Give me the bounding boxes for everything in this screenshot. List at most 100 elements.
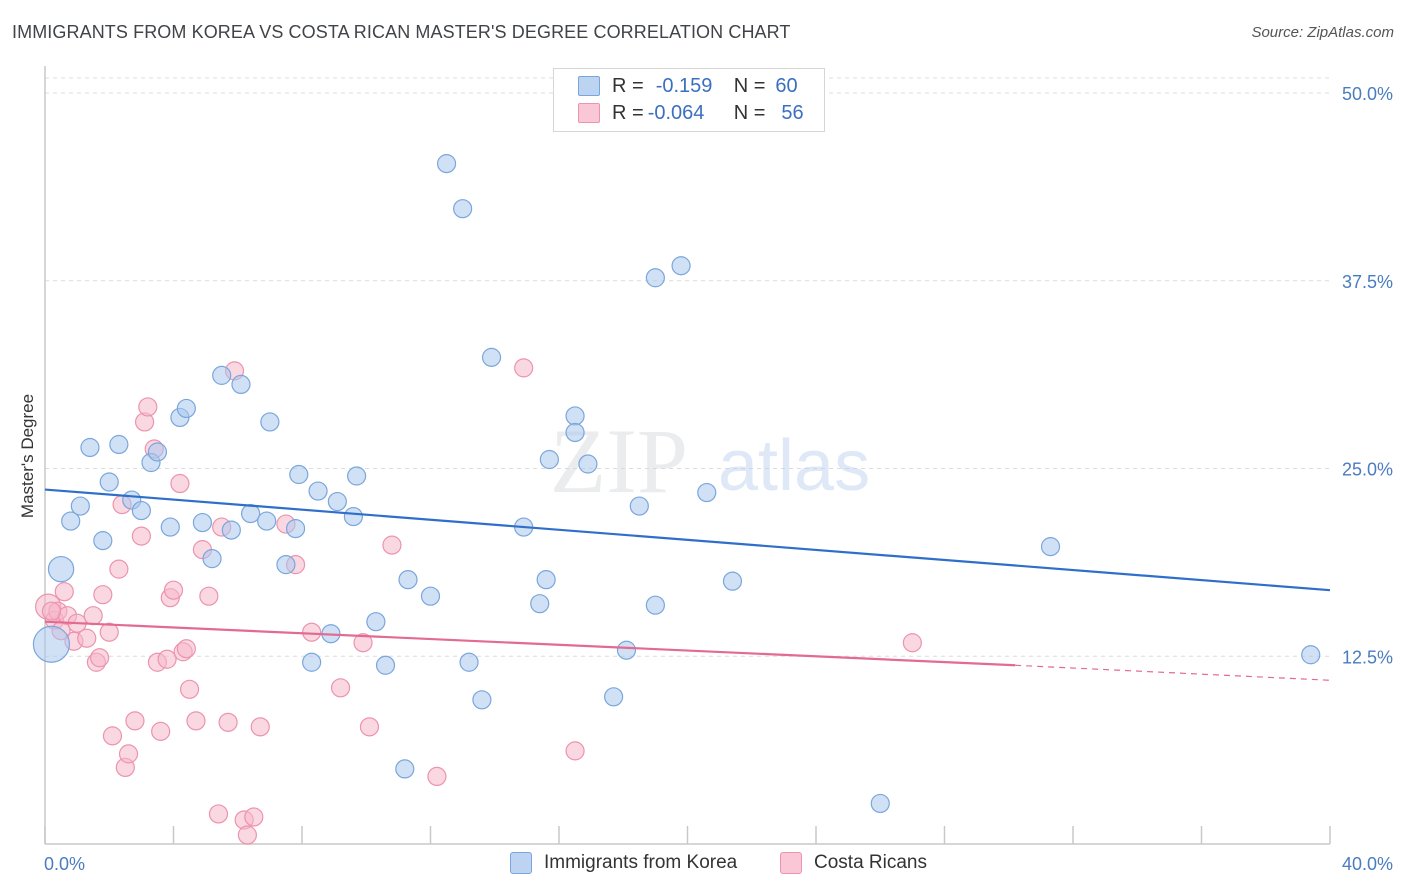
data-point-costa: [353, 633, 373, 653]
chart-title: IMMIGRANTS FROM KOREA VS COSTA RICAN MAS…: [12, 22, 791, 42]
legend-swatch-korea: [578, 76, 600, 96]
legend-n-value: 60: [775, 74, 798, 97]
y-tick-label: 37.5%: [1342, 272, 1393, 292]
data-point-costa: [218, 712, 238, 732]
data-point-korea: [453, 199, 473, 219]
data-point-korea: [722, 571, 743, 591]
data-point-korea: [565, 422, 585, 443]
data-point-korea: [93, 531, 113, 551]
data-point-korea: [176, 398, 196, 419]
data-point-korea: [80, 437, 100, 458]
data-point-costa: [514, 358, 534, 378]
legend-r-value: -0.064: [647, 101, 705, 124]
data-point-korea: [536, 570, 556, 590]
data-point-korea: [459, 652, 479, 672]
data-point-korea: [289, 464, 309, 485]
data-point-korea: [671, 256, 691, 276]
data-point-korea: [285, 518, 306, 539]
data-point-korea: [47, 555, 75, 583]
legend-row-costa: R = -0.064 N = 56: [578, 101, 804, 125]
data-point-korea: [212, 365, 232, 385]
data-point-korea: [202, 549, 222, 569]
correlation-legend: R = -0.159 N = 60 R = -0.064 N = 56: [553, 68, 825, 132]
source-credit: Source: ZipAtlas.com: [1251, 24, 1394, 41]
data-point-costa: [382, 535, 402, 555]
legend-n-label: N =: [733, 74, 766, 97]
legend-row-korea: R = -0.159 N = 60: [578, 74, 798, 98]
data-point-korea: [472, 690, 492, 710]
data-point-costa: [77, 628, 97, 648]
y-tick-label: 25.0%: [1342, 460, 1393, 480]
data-point-costa: [244, 807, 264, 827]
data-point-korea: [257, 511, 277, 531]
trend-lines: [44, 488, 1331, 681]
data-point-korea: [99, 472, 119, 492]
legend-item-korea: Immigrants from Korea: [510, 852, 737, 874]
data-point-korea: [539, 449, 559, 470]
data-point-korea: [366, 612, 386, 632]
trend-line-costa-extrapolated: [1015, 664, 1331, 681]
data-point-costa: [138, 397, 158, 417]
data-point-korea: [61, 511, 81, 531]
data-point-korea: [395, 759, 415, 779]
data-point-costa: [93, 585, 113, 605]
tick-labels: 12.5% 25.0% 37.5% 50.0% 0.0% 40.0%: [44, 84, 1393, 874]
trend-line-costa: [44, 620, 1016, 667]
x-tick-label: 40.0%: [1342, 854, 1393, 874]
data-point-costa: [208, 804, 229, 824]
data-point-costa: [427, 766, 447, 787]
data-point-costa: [186, 711, 206, 731]
legend-swatch-costa: [578, 103, 600, 123]
data-point-korea: [343, 506, 363, 527]
data-point-korea: [481, 347, 502, 367]
data-point-costa: [41, 601, 62, 621]
data-point-korea: [645, 268, 665, 288]
legend-n-label: N =: [733, 101, 766, 124]
data-point-costa: [99, 622, 119, 642]
data-point-korea: [604, 687, 624, 707]
legend-swatch-korea: [510, 852, 532, 874]
data-point-korea: [578, 454, 598, 474]
data-point-korea: [530, 594, 550, 614]
data-point-costa: [565, 741, 585, 761]
data-point-korea: [870, 793, 890, 814]
data-point-costa: [54, 582, 74, 602]
data-point-korea: [241, 503, 261, 524]
data-point-korea: [276, 555, 296, 575]
data-point-korea: [565, 406, 585, 426]
data-point-korea: [32, 625, 71, 663]
data-point-costa: [157, 649, 177, 669]
data-point-korea: [109, 434, 129, 455]
data-point-korea: [420, 586, 441, 606]
data-point-costa: [302, 622, 322, 642]
data-point-costa: [83, 606, 103, 626]
legend-item-costa: Costa Ricans: [780, 852, 927, 874]
x-tick-label: 0.0%: [44, 854, 85, 874]
data-point-korea: [302, 652, 322, 672]
data-point-korea: [629, 496, 649, 516]
legend-r-label: R =: [612, 74, 644, 97]
data-point-korea: [327, 491, 347, 512]
data-point-korea: [398, 570, 418, 590]
data-point-costa: [90, 648, 110, 668]
data-point-costa: [151, 721, 171, 741]
legend-swatch-costa: [780, 852, 802, 874]
axes: [44, 66, 1331, 845]
trend-line-korea: [44, 488, 1331, 592]
legend-r-value: -0.159: [655, 74, 713, 97]
series-immigrants-from-korea: [32, 154, 1321, 814]
data-point-korea: [308, 481, 328, 501]
data-point-korea: [616, 640, 637, 660]
data-point-korea: [160, 517, 180, 537]
data-point-korea: [260, 412, 280, 432]
data-point-costa: [118, 744, 139, 764]
data-point-costa: [179, 679, 200, 699]
data-point-costa: [237, 825, 257, 845]
data-point-costa: [102, 726, 123, 746]
data-point-korea: [131, 500, 151, 521]
data-point-korea: [347, 466, 367, 486]
y-tick-label: 12.5%: [1342, 647, 1393, 667]
data-point-korea: [645, 595, 665, 615]
data-point-korea: [436, 154, 457, 174]
